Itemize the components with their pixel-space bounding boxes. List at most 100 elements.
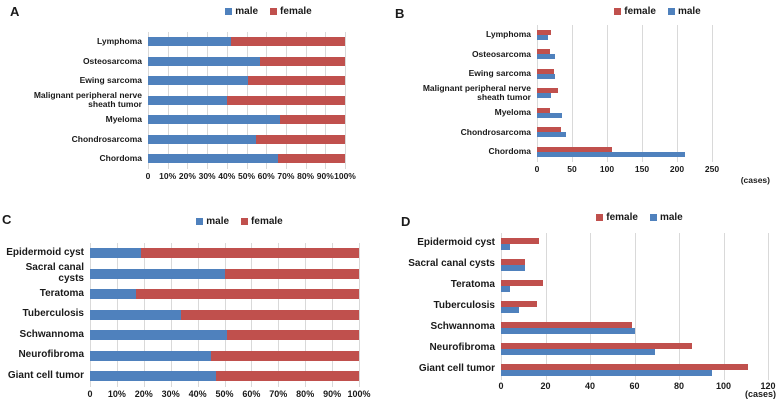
stacked-bar [148, 115, 345, 125]
bar-male [501, 348, 655, 355]
bar-segment-female [248, 76, 345, 86]
category-label: Chordoma [99, 153, 143, 164]
x-axis-unit-label: (cases) [740, 174, 770, 185]
bar-row [501, 233, 768, 254]
category-label: Teratoma [39, 287, 84, 299]
x-tick-label: 70% [277, 170, 295, 181]
category-label: Giant cell tumor [7, 369, 84, 381]
bar-row [537, 25, 712, 45]
bar-row [537, 123, 712, 143]
bar-male [537, 151, 685, 157]
bar-cluster [537, 29, 712, 40]
stacked-bar [148, 56, 345, 66]
bar-cluster [537, 88, 712, 99]
bar-row [501, 359, 768, 380]
category-label: Giant cell tumor [418, 363, 495, 375]
x-tick-label: 80% [297, 170, 315, 181]
bar-segment-male [90, 289, 136, 300]
plot-area [90, 243, 360, 387]
bar-female [501, 237, 539, 244]
category-label: Epidermoid cyst [417, 237, 495, 249]
panel-label-a: A [10, 4, 20, 19]
gridline [607, 25, 608, 162]
x-tick-label: 0 [534, 163, 540, 174]
bar-row [148, 91, 345, 111]
stacked-bar [148, 95, 345, 105]
legend-label-female: female [251, 215, 283, 227]
x-tick-label: 10% [107, 388, 126, 399]
category-label: Sacral canal cysts [25, 261, 84, 284]
category-labels: Epidermoid cyst Sacral canal cysts Teratom… [0, 243, 90, 387]
bar-segment-female [216, 371, 359, 382]
x-tick-label: 100% [334, 170, 356, 181]
stacked-bar [148, 37, 345, 47]
stacked-bar [148, 134, 345, 144]
bar-row [537, 84, 712, 104]
category-label: Neurofibroma [429, 342, 495, 354]
legend: male female [0, 4, 389, 18]
legend-item-male: male [667, 6, 701, 17]
legend-label-female: female [624, 5, 656, 17]
bar-segment-male [90, 371, 217, 382]
bar-segment-female [260, 56, 345, 66]
legend-item-male: male [196, 216, 229, 227]
gridline [345, 32, 346, 169]
category-label: Neurofibroma [18, 349, 84, 361]
bar-segment-female [227, 330, 359, 341]
x-tick-label: 20% [134, 388, 153, 399]
bar-female [537, 146, 612, 152]
x-tick-label: 100 [599, 163, 615, 174]
bar-row [501, 338, 768, 359]
stacked-bar [90, 248, 359, 259]
bar-row [90, 325, 359, 346]
bar-row [501, 254, 768, 275]
panel-label-b: B [395, 6, 405, 21]
bar-female [501, 342, 693, 349]
bar-segment-male [90, 350, 212, 361]
bar-male [501, 327, 635, 334]
bar-segment-female [135, 289, 359, 300]
x-tick-label: 40% [188, 388, 207, 399]
bar-segment-male [148, 115, 280, 125]
bar-segment-female [181, 309, 359, 320]
bar-female [501, 279, 544, 286]
category-label: Lymphoma [96, 36, 142, 47]
male-swatch-icon [196, 217, 204, 225]
plot-area [501, 233, 769, 380]
bar-male [537, 34, 548, 40]
bar-female [501, 300, 537, 307]
legend-item-male: male [649, 212, 683, 223]
x-tick-label: 0 [498, 381, 504, 391]
bar-female [501, 258, 526, 265]
chart-body: Lymphoma Osteosarcoma Ewing sarcoma Maligna… [0, 32, 389, 169]
category-labels: Lymphoma Osteosarcoma Ewing sarcoma Maligna… [389, 25, 537, 162]
bar-row [90, 305, 359, 326]
female-swatch-icon [270, 7, 278, 15]
bar-segment-female [141, 248, 359, 259]
plot-area [537, 25, 713, 162]
gridline [590, 233, 591, 380]
chart-body: Epidermoid cyst Sacral canal cysts Teratom… [0, 243, 389, 387]
bar-row [537, 142, 712, 162]
bar-row [148, 52, 345, 72]
x-tick-label: 90% [316, 170, 334, 181]
category-labels: Epidermoid cyst Sacral canal cysts Teratom… [389, 233, 501, 380]
x-tick-label: 50% [237, 170, 256, 181]
bar-female [537, 107, 550, 113]
male-swatch-icon [649, 213, 657, 221]
bar-segment-female [226, 95, 345, 105]
bar-cluster [501, 300, 768, 313]
x-tick-label: 10% [159, 170, 177, 181]
bar-male [537, 54, 555, 60]
legend: male female [0, 214, 389, 228]
x-tick-label: 150 [634, 163, 650, 174]
gridline [723, 233, 725, 380]
bar-row [537, 45, 712, 65]
x-axis: 0 20 40 60 80 100 120 (cases) [498, 380, 776, 399]
bar-row [90, 264, 359, 285]
female-swatch-icon [241, 217, 249, 225]
x-tick-label: 100% [347, 388, 371, 399]
